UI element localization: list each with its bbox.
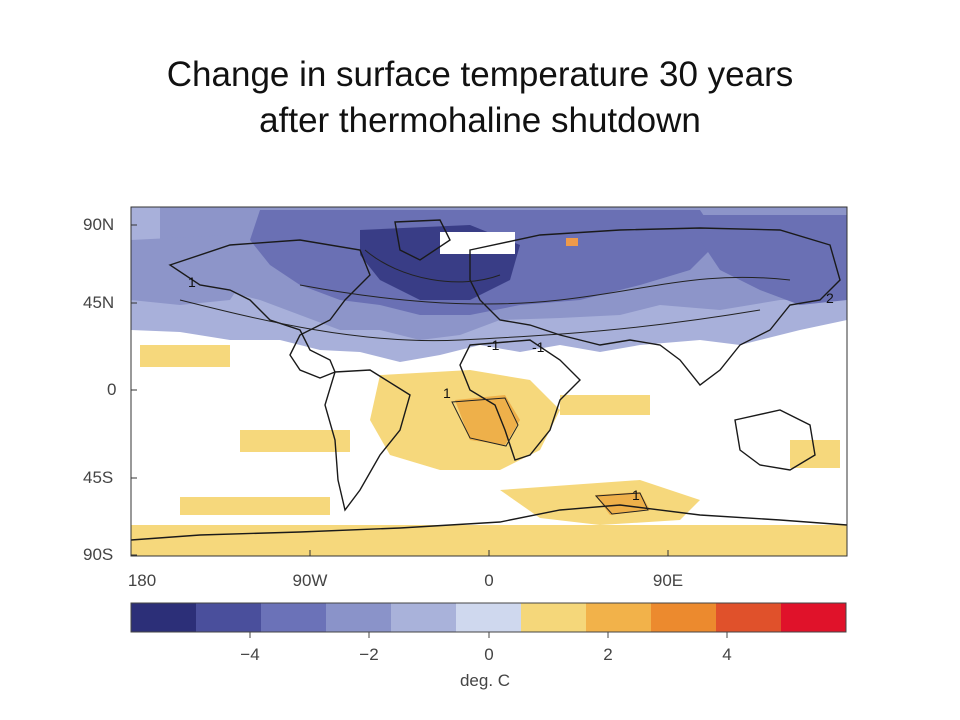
contour-label: 1 <box>188 274 196 290</box>
colorbar-label: 0 <box>484 645 494 664</box>
axis-ticks <box>131 224 669 556</box>
australia-outline <box>734 409 816 471</box>
warm-patch-indian <box>560 395 650 415</box>
north-america-outline <box>168 239 371 379</box>
coastlines <box>131 219 847 541</box>
colorbar-swatch <box>651 603 717 632</box>
colorbar-swatch <box>196 603 262 632</box>
colorbar-label: 2 <box>603 645 613 664</box>
warm-patch-south-pacific <box>240 430 350 452</box>
greenland-outline <box>394 219 451 261</box>
cooling-region-east <box>700 215 847 305</box>
lat-label-45n: 45N <box>83 293 115 312</box>
eurasia-outline <box>469 227 841 386</box>
colorbar-swatch <box>586 603 652 632</box>
colorbar-swatch <box>716 603 782 632</box>
colorbar-swatch <box>781 603 847 632</box>
antarctica-outline <box>131 504 847 541</box>
contour-labels: 1 1 -1 -1 2 1 <box>188 274 834 503</box>
colorbar-label: −4 <box>240 645 260 664</box>
contour-lines <box>179 249 791 515</box>
colorbar-unit: deg. C <box>459 671 511 690</box>
africa-outline <box>459 339 581 461</box>
lon-label-0: 0 <box>484 571 494 590</box>
warm-region-core <box>455 395 520 445</box>
contour-label: 2 <box>826 290 834 306</box>
arctic-gap <box>440 232 515 254</box>
title-line-1: Change in surface temperature 30 years <box>166 55 794 94</box>
colorbar-swatch <box>261 603 327 632</box>
title-line-2: after thermohaline shutdown <box>259 101 701 140</box>
colorbar-swatch <box>521 603 587 632</box>
contour-line-b <box>299 276 791 305</box>
lat-label-90s: 90S <box>83 545 114 564</box>
map-field <box>131 207 847 556</box>
cooling-region-pacific <box>131 235 250 305</box>
contour-line-c <box>364 249 501 283</box>
lat-label-45s: 45S <box>83 468 114 487</box>
colorbar-label: 4 <box>722 645 732 664</box>
colorbar-swatch <box>391 603 457 632</box>
lat-label-0: 0 <box>107 380 117 399</box>
contour-line-a <box>179 299 761 342</box>
lon-label-90e: 90E <box>652 571 684 590</box>
colorbar <box>131 603 847 632</box>
warm-region-southern-core <box>595 492 650 515</box>
contour-line-d <box>451 397 519 447</box>
colorbar-swatch <box>326 603 392 632</box>
warm-region-southern-ocean <box>500 480 700 525</box>
warm-patch-south <box>180 497 330 515</box>
colorbar-swatch <box>456 603 522 632</box>
contour-label: -1 <box>487 337 500 353</box>
contour-label: 1 <box>443 385 451 401</box>
warm-patch-pacific <box>140 345 230 367</box>
colorbar-label: −2 <box>359 645 379 664</box>
colorbar-swatch <box>131 603 197 632</box>
contour-label: -1 <box>532 339 545 355</box>
colorbar-ticks <box>249 632 728 638</box>
lon-label-90w: 90W <box>292 571 328 590</box>
contour-line-e <box>594 492 649 515</box>
arctic-warm-spot <box>566 238 578 246</box>
lon-label-180: 180 <box>127 571 157 590</box>
chart-title: Change in surface temperature 30 years a… <box>0 52 960 144</box>
south-america-outline <box>324 369 411 512</box>
contour-label: 1 <box>632 487 640 503</box>
lat-label-90n: 90N <box>83 215 115 234</box>
